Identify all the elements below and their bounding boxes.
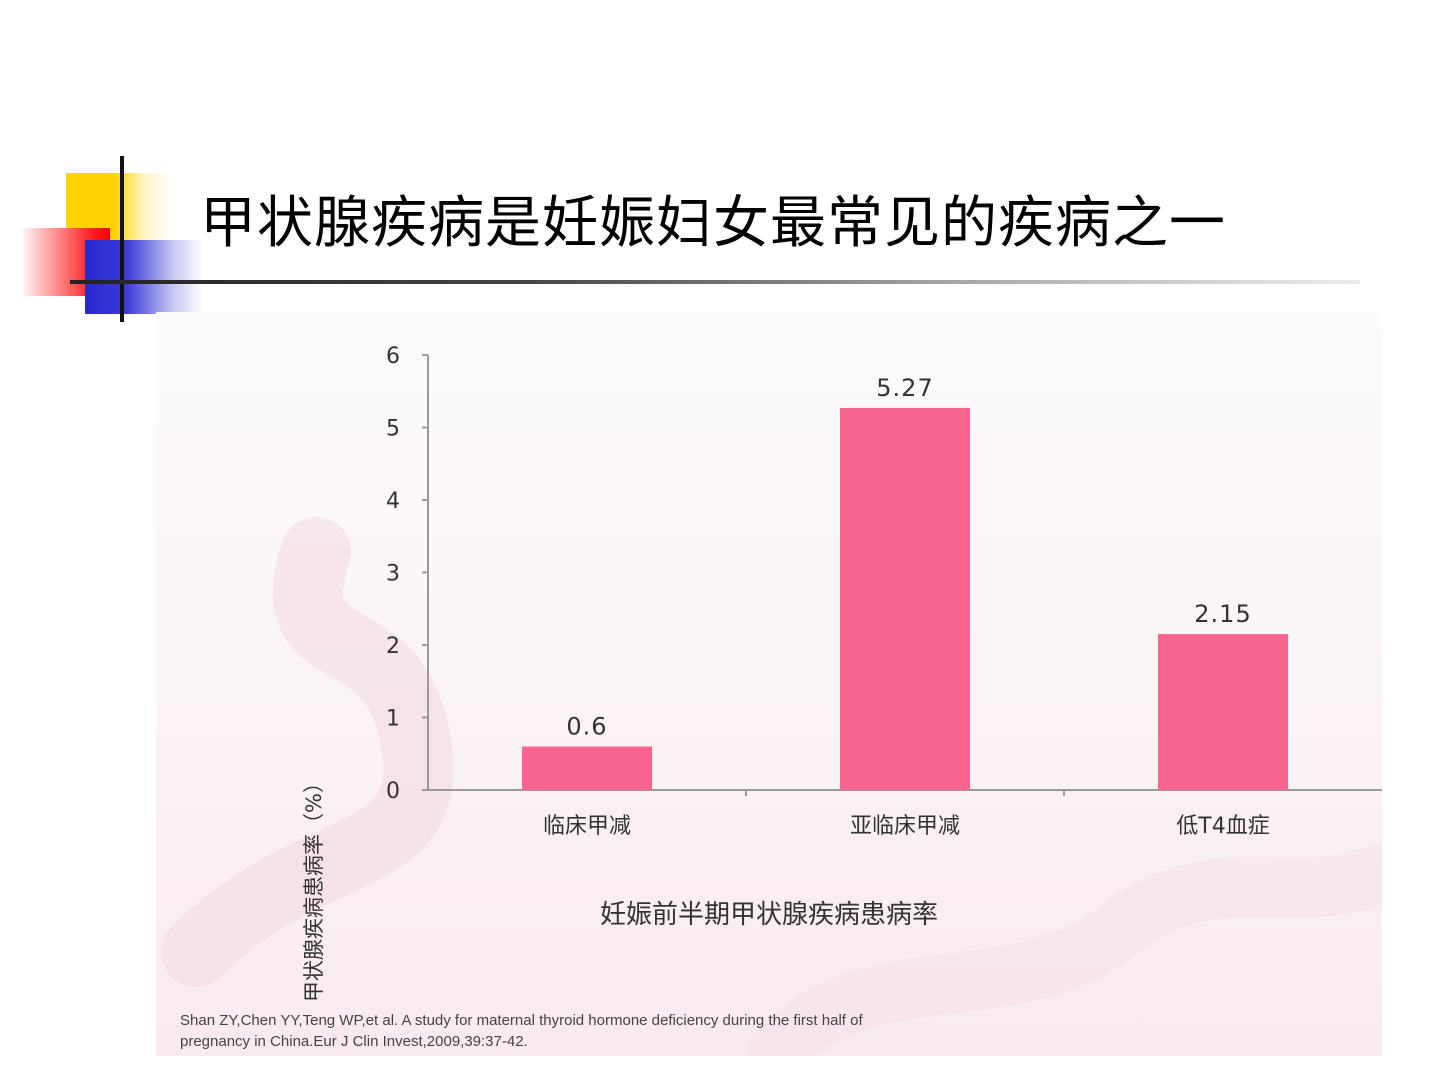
y-tick-label: 5 — [386, 417, 400, 442]
background-swirl — [161, 517, 454, 987]
y-tick-label: 4 — [386, 489, 400, 514]
x-tick-label: 临床甲减 — [543, 814, 631, 839]
title-underline — [70, 280, 1360, 284]
y-tick-label: 0 — [386, 779, 400, 804]
citation-line-1: Shan ZY,Chen YY,Teng WP,et al. A study f… — [180, 1012, 863, 1029]
decor-vertical-line — [120, 156, 124, 322]
y-tick-label: 1 — [386, 707, 400, 732]
y-tick-label: 3 — [386, 562, 400, 587]
data-label: 0.6 — [566, 713, 607, 741]
chart-bars — [522, 407, 1288, 790]
y-tick-label: 2 — [386, 634, 400, 659]
bar-3 — [1158, 634, 1288, 790]
chart-image: 0 1 2 3 4 5 6 0.6 临床甲减 5.27 亚临床甲减 2.15 低T4血症 甲状腺疾病患病… — [156, 312, 1382, 1056]
background-swirl-2 — [746, 842, 1382, 1056]
chart-title: 妊娠前半期甲状腺疾病患病率 — [599, 900, 938, 930]
y-tick-label: 6 — [386, 344, 400, 369]
y-axis-label: 甲状腺疾病患病率（%） — [302, 772, 326, 1002]
bar-2 — [840, 407, 970, 790]
citation: Shan ZY,Chen YY,Teng WP,et al. A study f… — [180, 1010, 1240, 1052]
decor-blue-block — [85, 240, 203, 314]
citation-line-2: pregnancy in China.Eur J Clin Invest,200… — [180, 1033, 528, 1050]
data-label: 5.27 — [876, 374, 933, 402]
bar-1 — [522, 746, 652, 790]
bar-chart: 0 1 2 3 4 5 6 0.6 临床甲减 5.27 亚临床甲减 2.15 低T4血症 — [161, 344, 1382, 1056]
slide-title: 甲状腺疾病是妊娠妇女最常见的疾病之一 — [200, 191, 1226, 256]
chart-labels: 0 1 2 3 4 5 6 0.6 临床甲减 5.27 亚临床甲减 2.15 低T4血症 — [386, 344, 1270, 839]
x-tick-label: 低T4血症 — [1176, 814, 1269, 839]
x-tick-label: 亚临床甲减 — [850, 814, 960, 839]
data-label: 2.15 — [1194, 600, 1251, 628]
